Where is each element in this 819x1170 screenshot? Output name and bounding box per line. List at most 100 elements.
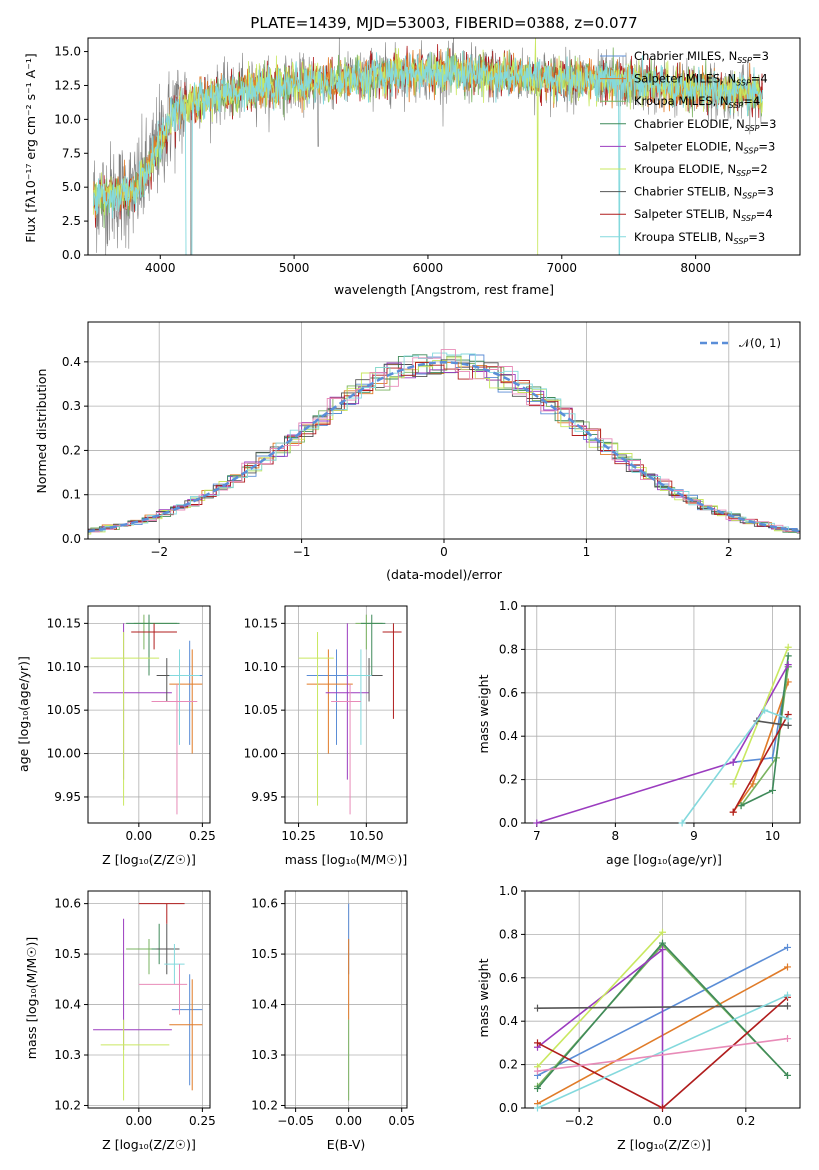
residual-histogram	[88, 349, 800, 533]
axes-frame	[284, 890, 408, 1109]
legend-label-sub: SSP	[744, 146, 759, 155]
y-tick-label: 10.05	[47, 703, 81, 717]
y-tick-label: 0.0	[499, 816, 518, 830]
x-tick-label: 1	[583, 545, 591, 559]
y-tick-label: 10.00	[244, 747, 278, 761]
spectrum-lines	[92, 38, 763, 255]
y-tick-label: 12.5	[54, 78, 81, 92]
legend-label: Chabrier MILES, NSSP=3	[634, 49, 769, 65]
mass-weight-marker	[534, 1004, 541, 1012]
histograms	[88, 349, 800, 535]
x-tick-label: −0.05	[277, 1114, 314, 1128]
legend-label-main: Chabrier MILES, N	[634, 49, 737, 63]
mass-weight-marker	[729, 780, 737, 788]
legend-label: Kroupa STELIB, NSSP=3	[634, 230, 765, 246]
y-tick-label: 10.10	[47, 660, 81, 674]
x-tick-label: 0	[440, 545, 448, 559]
mass-weight-marker	[533, 819, 541, 827]
y-axis-label: mass weight	[476, 674, 491, 753]
legend-label-sub: SSP	[729, 101, 744, 110]
legend-label-sub: SSP	[736, 169, 751, 178]
legend-label-suffix: =4	[743, 94, 760, 108]
y-tick-label: 0.4	[499, 1014, 518, 1028]
spectrum-data-layer	[92, 38, 763, 255]
x-tick-label: 7000	[547, 261, 578, 275]
mass-weight-marker	[534, 1039, 541, 1047]
mass-weight-marker	[749, 780, 757, 788]
y-tick-label: 10.3	[251, 1048, 278, 1062]
panel-age-vs-Z: Z [log₁₀(Z/Z☉)] age [log₁₀(age/yr)] 0.00…	[16, 605, 216, 867]
legend-label-main: Kroupa STELIB, N	[634, 230, 734, 244]
y-tick-label: 0.8	[499, 642, 518, 656]
mass-weight-marker	[784, 1002, 791, 1010]
x-tick-label: 10.50	[349, 829, 383, 843]
legend-label-sub: SSP	[745, 124, 760, 133]
residual-data-layer	[88, 322, 800, 540]
y-tick-label: 10.3	[54, 1048, 81, 1062]
legend-label-main: Salpeter STELIB, N	[634, 207, 741, 221]
legend-label-main: Chabrier STELIB, N	[634, 185, 742, 199]
legend-label: Kroupa MILES, NSSP=4	[634, 94, 760, 110]
legend-label: Chabrier STELIB, NSSP=3	[634, 185, 774, 201]
y-tick-label: 1.0	[499, 599, 518, 613]
residual-histogram	[88, 362, 800, 534]
mass-weight-marker	[534, 1084, 541, 1092]
legend-label-suffix: =3	[758, 139, 775, 153]
mass-weight-marker	[784, 721, 792, 729]
y-tick-label: 0.8	[499, 927, 518, 941]
mass-weight-marker	[784, 1035, 791, 1043]
mass-weight-marker	[729, 808, 737, 816]
y-tick-label: 0.1	[62, 488, 81, 502]
y-tick-label: 1.0	[499, 884, 518, 898]
x-tick-label: 8000	[680, 261, 711, 275]
x-tick-label: 0.0	[653, 1114, 672, 1128]
y-tick-label: 2.5	[62, 214, 81, 228]
mass-weight-marker	[769, 786, 776, 794]
legend-label-main: Kroupa MILES, N	[634, 94, 729, 108]
legend-label: Salpeter MILES, NSSP=4	[634, 72, 768, 88]
mass-weight-marker	[761, 706, 769, 714]
y-tick-label: 10.2	[251, 1098, 278, 1112]
x-tick-label: 0.00	[125, 829, 152, 843]
mass-weight-marker	[784, 661, 792, 669]
mass-weight-marker	[784, 943, 791, 951]
legend-label-main: Salpeter ELODIE, N	[634, 139, 744, 153]
mass-weight-marker	[678, 819, 686, 827]
legend-normal-label: 𝒩(0, 1)	[739, 336, 781, 350]
y-tick-label: 0.2	[62, 443, 81, 457]
y-tick-label: 10.00	[47, 747, 81, 761]
legend-label: Chabrier ELODIE, NSSP=3	[634, 117, 776, 133]
x-axis-label: mass [log₁₀(M/M☉)]	[285, 852, 407, 867]
panel-massweight-vs-Z: Z [log₁₀(Z/Z☉)] mass weight −0.2 0.0 0.2 0.…	[476, 884, 801, 1152]
x-tick-label: 0.2	[736, 1114, 755, 1128]
x-tick-label: 0.25	[189, 1114, 216, 1128]
y-tick-label: 5.0	[62, 180, 81, 194]
normal-curve	[88, 361, 800, 533]
mass-weight-line	[537, 994, 788, 1109]
y-tick-label: 0.4	[62, 355, 81, 369]
mass-weight-line	[536, 931, 664, 1068]
x-tick-label: −2	[150, 545, 168, 559]
x-tick-label: −0.2	[565, 1114, 594, 1128]
panel-massweight-vs-age: age [log₁₀(age/yr)] mass weight 7 8 9 10 0.0…	[476, 599, 801, 867]
legend-label-sub: SSP	[742, 192, 757, 201]
x-axis-label: E(B-V)	[327, 1137, 366, 1152]
x-tick-label: 8	[612, 829, 620, 843]
legend-label: Salpeter ELODIE, NSSP=3	[634, 139, 775, 155]
y-tick-label: 0.6	[499, 686, 518, 700]
mass-weight-marker	[659, 1104, 666, 1112]
y-tick-label: 0.3	[62, 399, 81, 413]
legend-label-suffix: =4	[751, 72, 768, 86]
x-tick-label: −1	[293, 545, 311, 559]
mass-weight-marker	[737, 802, 745, 810]
panel-residuals: −2 −1 0 1 2 0.0 0.1 0.2 0.3 0.4 (data-model)/erro…	[34, 321, 801, 582]
legend-label: Kroupa ELODIE, NSSP=2	[634, 162, 768, 178]
mass-weight-marker	[659, 928, 666, 936]
legend-label-sub: SSP	[737, 56, 752, 65]
x-tick-label: 6000	[413, 261, 444, 275]
x-tick-label: 10	[765, 829, 780, 843]
y-tick-label: 10.4	[251, 998, 278, 1012]
y-tick-label: 10.05	[244, 703, 278, 717]
